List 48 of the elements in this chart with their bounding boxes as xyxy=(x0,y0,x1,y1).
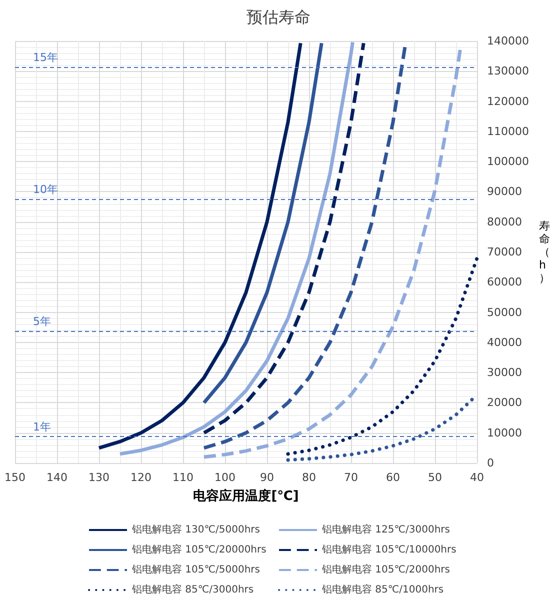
line-series xyxy=(118,40,354,456)
y-tick-label: 100000 xyxy=(487,155,529,168)
x-tick-label: 130 xyxy=(88,471,110,484)
x-tick-label: 40 xyxy=(470,471,484,484)
legend-label: 铝电解电容 105℃/2000hrs xyxy=(321,564,450,576)
y-tick-label: 110000 xyxy=(487,124,529,138)
legend-label: 铝电解电容 105℃/20000hrs xyxy=(131,544,266,556)
y-tick-label: 10000 xyxy=(487,426,522,440)
y-tick-label: 90000 xyxy=(487,185,522,198)
ref-line-label: 15年 xyxy=(33,50,58,64)
x-tick-label: 150 xyxy=(4,471,26,484)
legend-label: 铝电解电容 105℃/5000hrs xyxy=(131,564,260,576)
legend-label: 铝电解电容 85℃/3000hrs xyxy=(131,584,254,596)
ref-line-label: 1年 xyxy=(33,420,51,434)
x-tick-label: 70 xyxy=(344,471,358,484)
line-series xyxy=(286,256,479,456)
y-tick-label: 50000 xyxy=(487,306,522,319)
legend-label: 铝电解电容 105℃/10000hrs xyxy=(321,544,456,556)
line-series xyxy=(202,41,366,435)
y-tick-label: 20000 xyxy=(487,396,522,410)
y-tick-label: 0 xyxy=(487,456,494,470)
y-tick-label: 130000 xyxy=(487,64,529,78)
line-series xyxy=(97,41,302,450)
x-tick-label: 140 xyxy=(46,471,68,484)
chart-title: 预估寿命 xyxy=(246,8,310,26)
line-series xyxy=(202,48,462,459)
y-tick-label: 30000 xyxy=(487,366,522,380)
x-tick-label: 110 xyxy=(172,471,194,484)
y-tick-label: 120000 xyxy=(487,94,529,108)
x-axis-title: 电容应用温度[℃] xyxy=(193,488,299,504)
y-tick-label: 70000 xyxy=(487,246,522,258)
x-tick-label: 120 xyxy=(130,471,152,484)
x-tick-label: 100 xyxy=(214,471,236,484)
ref-line-label: 10年 xyxy=(33,182,58,196)
legend-label: 铝电解电容 130℃/5000hrs xyxy=(131,524,260,536)
y-tick-label: 60000 xyxy=(487,276,522,289)
y-tick-label: 40000 xyxy=(487,336,522,349)
y-axis-title: 寿命（h） xyxy=(539,220,550,284)
x-tick-label: 50 xyxy=(428,471,442,484)
legend-label: 铝电解电容 125℃/3000hrs xyxy=(321,524,450,536)
x-tick-label: 90 xyxy=(260,471,274,484)
x-tick-label: 60 xyxy=(386,471,400,484)
ref-line-label: 5年 xyxy=(33,314,51,328)
line-series xyxy=(202,41,324,404)
y-tick-label: 80000 xyxy=(487,215,522,228)
legend-label: 铝电解电容 85℃/1000hrs xyxy=(321,584,444,596)
y-tick-label: 140000 xyxy=(487,34,529,48)
x-tick-label: 80 xyxy=(302,471,316,484)
